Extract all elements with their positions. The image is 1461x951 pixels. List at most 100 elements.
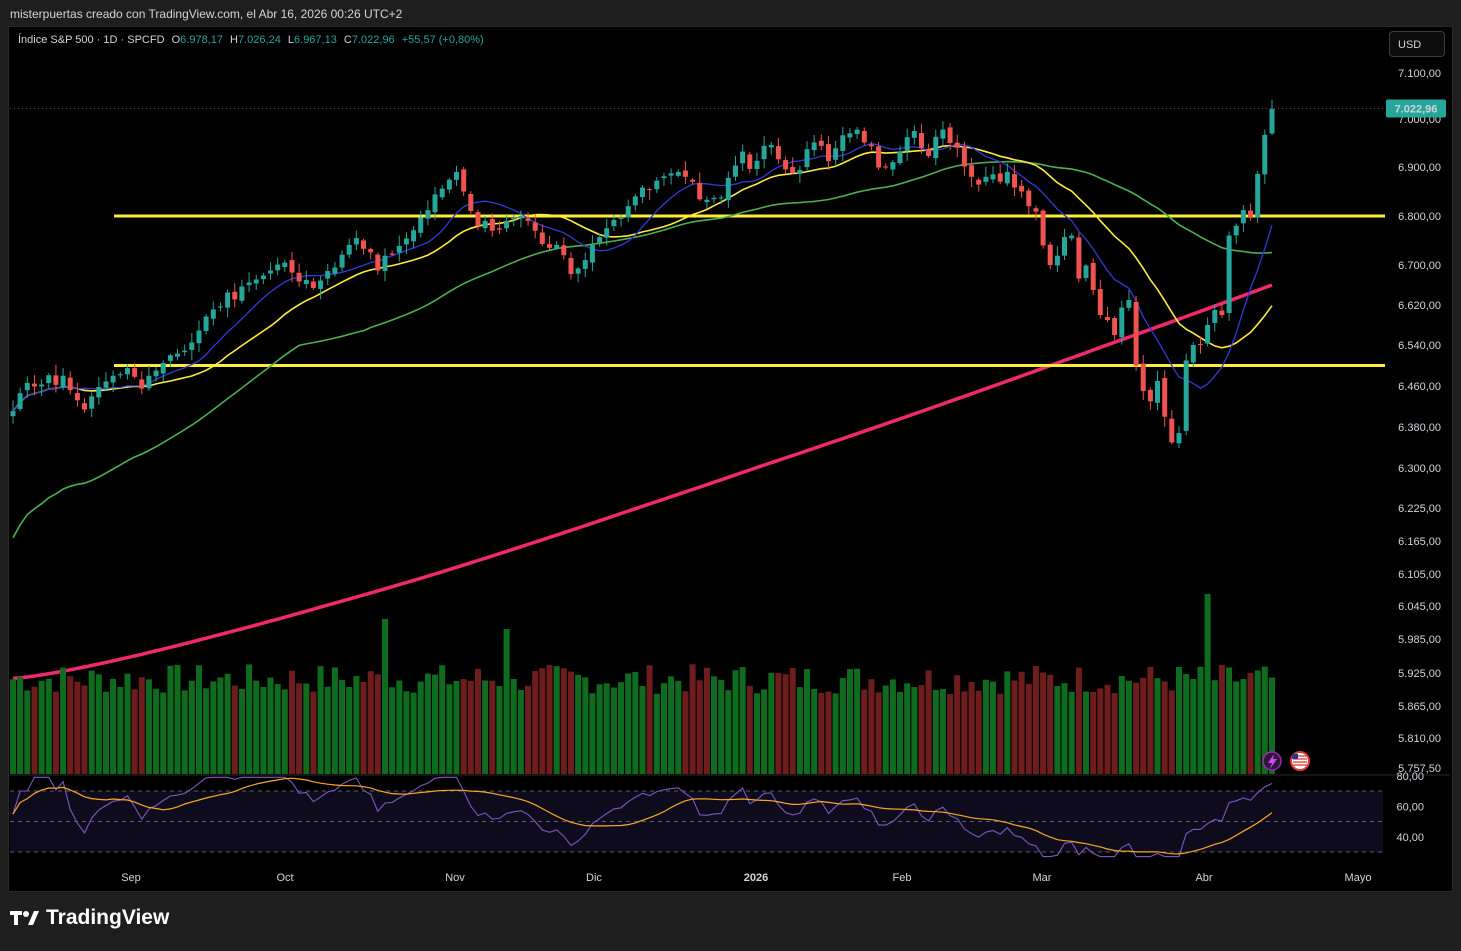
candle-body bbox=[983, 176, 989, 182]
candle-body bbox=[1090, 262, 1096, 290]
volume-bar bbox=[296, 683, 303, 774]
volume-bar bbox=[138, 677, 145, 774]
candle-body bbox=[826, 144, 831, 162]
candle-body bbox=[411, 230, 417, 242]
candle-body bbox=[890, 162, 896, 170]
candle-body bbox=[203, 316, 209, 331]
candle-body bbox=[954, 142, 960, 148]
volume-bar bbox=[725, 690, 732, 774]
volume-bar bbox=[88, 670, 95, 774]
candle-body bbox=[67, 377, 73, 391]
currency-selector[interactable]: USD bbox=[1389, 31, 1445, 57]
time-axis-label: 2026 bbox=[744, 872, 768, 884]
time-axis-label: Abr bbox=[1195, 872, 1212, 884]
candle-body bbox=[253, 279, 259, 284]
volume-bar bbox=[360, 681, 367, 774]
volume-bar bbox=[260, 687, 267, 774]
candle-body bbox=[403, 238, 409, 245]
volume-bar bbox=[167, 665, 174, 774]
volume-bar bbox=[496, 686, 503, 774]
candle-body bbox=[389, 253, 395, 255]
sma200-line bbox=[12, 283, 1273, 681]
volume-bar bbox=[196, 665, 202, 774]
volume-bar bbox=[990, 681, 996, 774]
volume-bar bbox=[618, 682, 624, 774]
candle-body bbox=[854, 129, 860, 135]
volume-bar bbox=[832, 693, 839, 774]
volume-bar bbox=[1176, 667, 1182, 774]
volume-bar bbox=[1161, 681, 1168, 774]
volume-bar bbox=[1190, 679, 1197, 774]
volume-bar bbox=[317, 666, 324, 774]
candle-body bbox=[210, 309, 216, 319]
volume-bar bbox=[982, 679, 989, 774]
volume-bar bbox=[882, 685, 889, 774]
volume-bar bbox=[374, 674, 381, 774]
candle-body bbox=[339, 254, 345, 268]
volume-bar bbox=[1140, 677, 1147, 774]
candle-body bbox=[754, 160, 760, 169]
candle-body bbox=[919, 133, 924, 148]
volume-bar bbox=[432, 674, 438, 774]
candle-body bbox=[582, 260, 588, 269]
candle-body bbox=[1040, 210, 1046, 246]
candle-body bbox=[1262, 134, 1268, 175]
volume-bar bbox=[646, 665, 653, 774]
footer-brand: TradingView bbox=[10, 906, 169, 930]
flag-canton bbox=[1292, 754, 1298, 759]
volume-bar bbox=[904, 683, 911, 774]
candle-body bbox=[604, 228, 610, 238]
candle-body bbox=[833, 148, 839, 160]
candle-body bbox=[940, 129, 946, 139]
volume-bar bbox=[517, 690, 524, 774]
chart-header: misterpuertas creado con TradingView.com… bbox=[10, 7, 403, 21]
candle-body bbox=[325, 271, 331, 279]
candle-body bbox=[182, 350, 188, 353]
volume-bar bbox=[446, 684, 453, 774]
volume-bar bbox=[95, 674, 102, 774]
candle-body bbox=[1248, 210, 1253, 217]
volume-bar bbox=[1075, 667, 1082, 774]
volume-bar bbox=[961, 691, 968, 774]
candle-body bbox=[110, 375, 116, 383]
volume-bar bbox=[639, 686, 646, 774]
candle-body bbox=[196, 330, 202, 344]
candle-body bbox=[976, 179, 982, 185]
candle-body bbox=[167, 355, 173, 361]
volume-bar bbox=[711, 676, 717, 774]
volume-bar bbox=[1197, 666, 1204, 774]
volume-bar bbox=[675, 680, 682, 774]
candle-body bbox=[1076, 237, 1082, 279]
volume-bar bbox=[10, 679, 16, 774]
price-tick-label: 5.757,50 bbox=[1398, 763, 1441, 775]
candle-body bbox=[1219, 310, 1225, 315]
candle-body bbox=[461, 169, 467, 192]
volume-bar bbox=[1168, 690, 1175, 774]
candle-body bbox=[897, 151, 903, 164]
volume-bar bbox=[775, 673, 782, 774]
volume-bar bbox=[1032, 666, 1039, 774]
candle-body bbox=[146, 375, 152, 389]
volume-bar bbox=[918, 685, 925, 774]
volume-bar bbox=[367, 671, 374, 774]
volume-bar bbox=[696, 680, 703, 774]
symbol-legend[interactable]: Índice S&P 500 · 1D · SPCFD O6.978,17 H7… bbox=[18, 34, 484, 46]
volume-bar bbox=[131, 689, 138, 774]
volume-bar bbox=[217, 677, 224, 774]
volume-bar bbox=[1183, 674, 1190, 774]
volume-bar bbox=[804, 669, 810, 774]
candle-body bbox=[439, 188, 445, 198]
volume-bar bbox=[274, 684, 281, 774]
rsi-tick-label: 40,00 bbox=[1396, 832, 1424, 844]
volume-bar bbox=[754, 693, 760, 774]
volume-bar bbox=[1154, 678, 1161, 774]
price-tick-label: 6.540,00 bbox=[1398, 340, 1441, 352]
candle-body bbox=[740, 151, 746, 164]
volume-bar bbox=[1104, 684, 1111, 774]
candle-body bbox=[425, 210, 431, 219]
candle-body bbox=[103, 381, 109, 388]
candle-body bbox=[1133, 301, 1139, 366]
volume-bar bbox=[453, 680, 460, 774]
candle-body bbox=[611, 219, 617, 227]
